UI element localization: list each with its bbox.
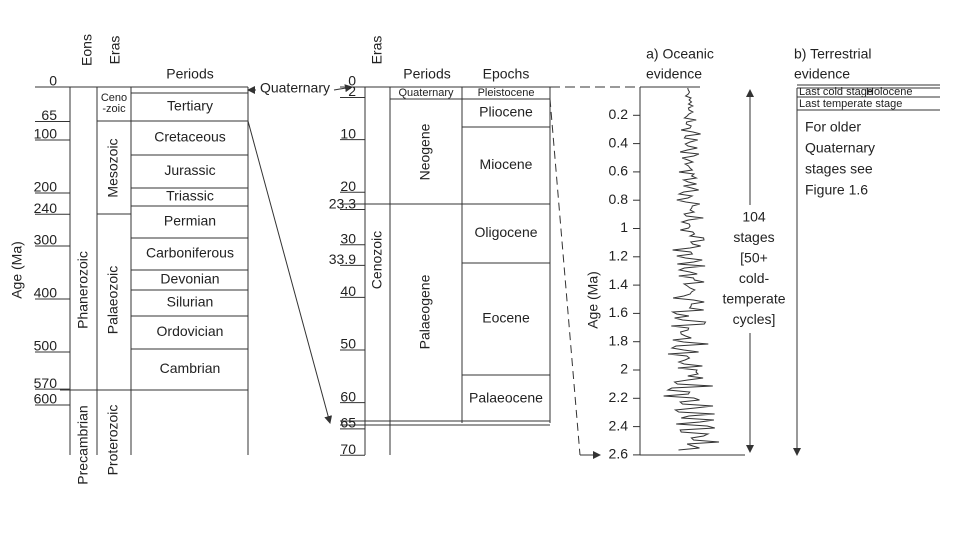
era: -zoic <box>102 103 126 115</box>
period: Triassic <box>166 188 214 204</box>
age-label: 65 <box>340 415 356 431</box>
header: Epochs <box>483 66 530 82</box>
period: Cambrian <box>160 360 221 376</box>
stage-note: 104 <box>742 209 766 225</box>
note-line: Quaternary <box>805 140 875 156</box>
age-label: 33.9 <box>329 251 356 267</box>
period: Quaternary <box>398 87 454 99</box>
note-background <box>712 205 794 333</box>
age-label: 400 <box>34 285 58 301</box>
age-label: 1.8 <box>609 332 629 348</box>
age-label: 60 <box>340 388 356 404</box>
header: Periods <box>403 66 450 82</box>
age-label: 70 <box>340 441 356 457</box>
isotope-curve <box>663 87 720 451</box>
era: Palaeozoic <box>105 266 121 335</box>
era: Proterozoic <box>105 405 121 476</box>
age-label: 2 <box>348 83 356 99</box>
stage-note: stages <box>733 229 774 245</box>
age-label: 0.6 <box>609 163 629 179</box>
link-lines <box>247 84 640 459</box>
age-label: 1.2 <box>609 248 629 264</box>
age-label: 30 <box>340 231 356 247</box>
stage-label: Holocene <box>866 86 912 98</box>
age-label: 240 <box>34 200 58 216</box>
header: Eras <box>107 36 123 65</box>
age-label: 2.6 <box>609 446 629 462</box>
age-label: 1 <box>620 219 628 235</box>
axis-title: Age (Ma) <box>9 241 25 299</box>
age-label: 2.2 <box>609 389 629 405</box>
age-label: 0.4 <box>609 134 629 150</box>
stage-note: [50+ <box>740 250 768 266</box>
epoch: Palaeocene <box>469 390 543 406</box>
age-label: 100 <box>34 126 58 142</box>
note-line: Figure 1.6 <box>805 182 868 198</box>
stage-note: cold- <box>739 270 770 286</box>
period: Carboniferous <box>146 245 234 261</box>
age-label: 570 <box>34 375 58 391</box>
age-label: 200 <box>34 179 58 195</box>
age-label: 300 <box>34 232 58 248</box>
era: Cenozoic <box>369 231 385 289</box>
period: Jurassic <box>164 162 215 178</box>
panel-title: evidence <box>646 66 702 82</box>
period: Devonian <box>160 271 219 287</box>
stage-label: Last cold stage <box>799 86 873 98</box>
panel-title: a) Oceanic <box>646 46 714 62</box>
age-label: 1.4 <box>609 276 629 292</box>
panel-title: b) Terrestrial <box>794 46 872 62</box>
geologic-frame <box>60 86 249 455</box>
age-label: 40 <box>340 283 356 299</box>
epoch: Miocene <box>480 156 533 172</box>
age-label: 0.2 <box>609 106 629 122</box>
note-line: stages see <box>805 161 873 177</box>
panel-title: evidence <box>794 66 850 82</box>
stage-label: Last temperate stage <box>799 98 902 110</box>
era: Mesozoic <box>105 138 121 197</box>
age-label: 50 <box>340 336 356 352</box>
stage-note: temperate <box>722 291 785 307</box>
period: Cretaceous <box>154 129 226 145</box>
age-label: 1.6 <box>609 304 629 320</box>
period: Ordovician <box>157 323 224 339</box>
eon: Precambrian <box>75 405 91 484</box>
period: Permian <box>164 213 216 229</box>
period: Tertiary <box>167 98 213 114</box>
epoch: Oligocene <box>474 224 537 240</box>
cenozoic-frame <box>340 86 551 455</box>
period: Silurian <box>167 294 214 310</box>
age-label: 65 <box>41 107 57 123</box>
age-label: 2 <box>620 361 628 377</box>
age-label: 500 <box>34 338 58 354</box>
period: Neogene <box>417 123 433 180</box>
header: Eons <box>79 34 95 66</box>
age-label: 600 <box>34 391 58 407</box>
link-label: Quaternary <box>260 80 330 96</box>
age-label: 20 <box>340 178 356 194</box>
era: Ceno <box>101 92 127 104</box>
age-label: 0 <box>348 73 356 89</box>
age-label: 2.4 <box>609 417 629 433</box>
age-label: 0.8 <box>609 191 629 207</box>
age-label: 0 <box>49 73 57 89</box>
header: Periods <box>166 66 213 82</box>
note-line: For older <box>805 119 861 135</box>
age-label: 10 <box>340 125 356 141</box>
epoch: Pliocene <box>479 104 533 120</box>
epoch: Eocene <box>482 310 530 326</box>
header: Eras <box>369 36 385 65</box>
terrestrial-frame <box>793 84 940 456</box>
epoch: Pleistocene <box>478 87 535 99</box>
age-label: 23.3 <box>329 195 356 211</box>
period: Palaeogene <box>417 274 433 349</box>
eon: Phanerozoic <box>75 251 91 329</box>
stage-note: cycles] <box>733 311 776 327</box>
axis-title: Age (Ma) <box>585 271 601 329</box>
